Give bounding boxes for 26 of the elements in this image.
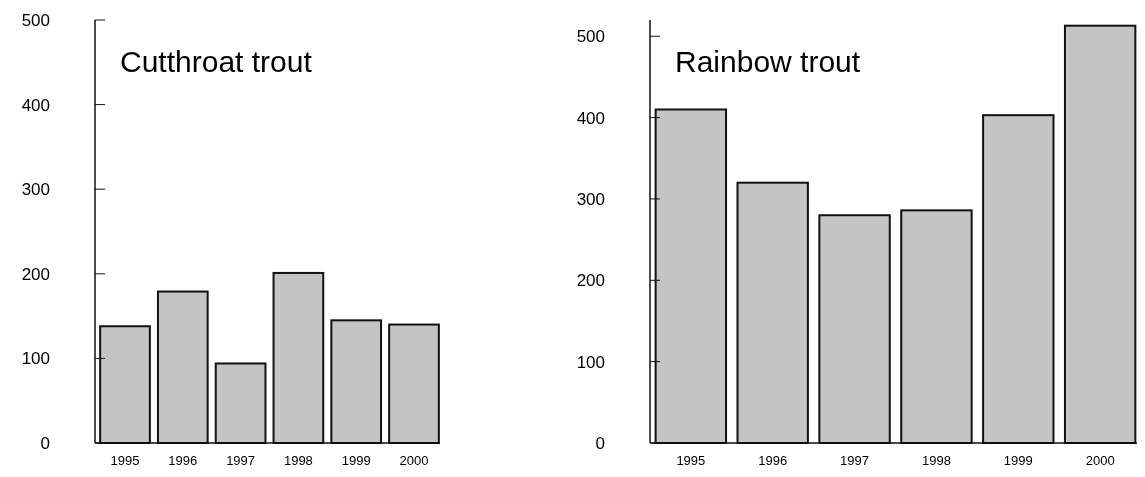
y-tick-label: 100 bbox=[576, 352, 605, 372]
x-tick-label: 1998 bbox=[921, 453, 951, 468]
y-tick-label: 400 bbox=[576, 108, 605, 128]
y-tick-label: 300 bbox=[576, 189, 605, 209]
y-tick-label: 300 bbox=[21, 180, 50, 200]
y-tick-label: 0 bbox=[595, 433, 605, 453]
y-tick-label: 500 bbox=[21, 10, 50, 30]
text: Cutthroat trout bbox=[120, 45, 313, 78]
x-tick-label: 2000 bbox=[399, 453, 429, 468]
text: Rainbow trout bbox=[675, 45, 861, 78]
x-tick-label: 1997 bbox=[840, 453, 870, 468]
y-tick-label: 100 bbox=[21, 349, 50, 369]
x-tick-label: 1999 bbox=[341, 453, 371, 468]
x-tick-label: 1996 bbox=[168, 453, 198, 468]
x-tick-label: 1997 bbox=[226, 453, 256, 468]
x-tick-label: 1995 bbox=[110, 453, 140, 468]
x-tick-label: 2000 bbox=[1085, 453, 1115, 468]
x-tick-label: 1999 bbox=[1003, 453, 1033, 468]
y-tick-label: 200 bbox=[21, 264, 50, 284]
y-tick-label: 200 bbox=[576, 271, 605, 291]
x-tick-label: 1996 bbox=[758, 453, 788, 468]
x-tick-label: 1995 bbox=[676, 453, 706, 468]
y-tick-label: 0 bbox=[40, 433, 50, 453]
y-tick-label: 400 bbox=[21, 95, 50, 115]
x-tick-label: 1998 bbox=[283, 453, 313, 468]
y-tick-label: 500 bbox=[576, 27, 605, 47]
